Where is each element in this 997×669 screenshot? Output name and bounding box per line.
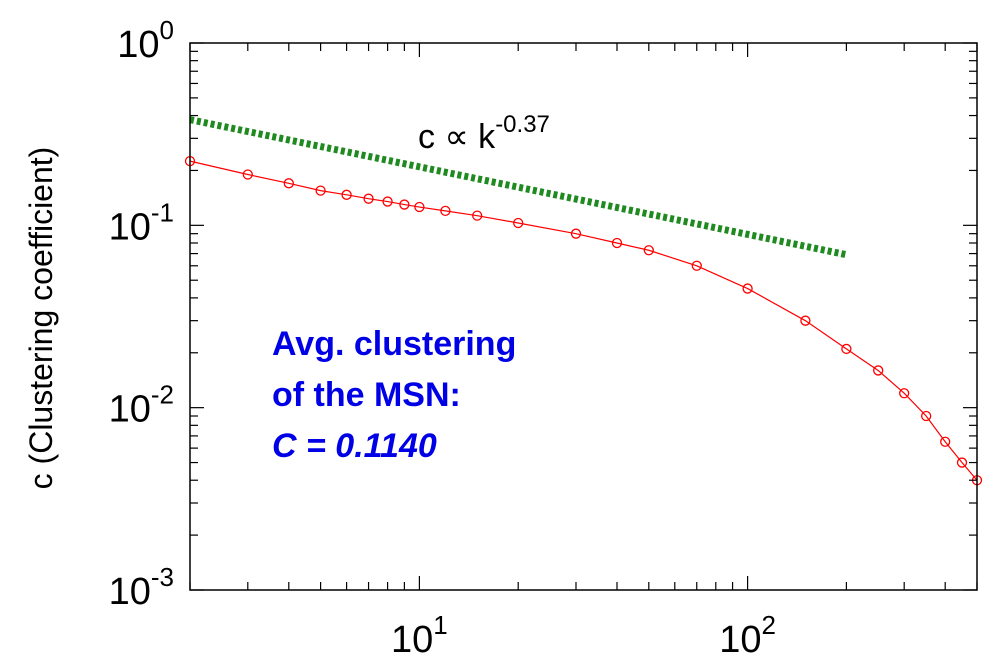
y-tick-label-3: 10-3 xyxy=(109,562,174,613)
data-point-11 xyxy=(513,217,524,229)
data-point-5 xyxy=(363,193,374,204)
data-point-7 xyxy=(399,199,410,210)
y-tick-label-exponent: -2 xyxy=(151,380,174,410)
data-point-12 xyxy=(570,228,582,239)
y-tick-label-base: 10 xyxy=(109,571,151,613)
fit-label-exponent: -0.37 xyxy=(495,111,550,138)
ticks-layer xyxy=(189,42,978,591)
x-tick-label-exponent: 1 xyxy=(433,610,447,640)
data-point-23 xyxy=(956,457,968,468)
y-tick-label-base: 10 xyxy=(109,206,151,248)
y-tick-label-exponent: -3 xyxy=(151,562,174,592)
data-point-18 xyxy=(841,343,852,355)
data-point-22 xyxy=(940,436,951,447)
y-tick-label-exponent: 0 xyxy=(160,15,174,45)
data-point-19 xyxy=(873,365,884,376)
data-layer xyxy=(184,116,983,486)
x-tick-label-base: 10 xyxy=(719,619,761,661)
fit-label: c ∝ k-0.37 xyxy=(418,111,550,156)
y-tick-label-base: 10 xyxy=(109,389,151,431)
y-tick-label-base: 10 xyxy=(117,24,159,66)
data-point-13 xyxy=(611,237,623,249)
data-point-3 xyxy=(315,185,326,196)
annotation-line-1: Avg. clustering xyxy=(272,325,516,363)
data-point-2 xyxy=(283,178,294,189)
annotation-line-3: C = 0.1140 xyxy=(272,427,437,465)
plot-frame xyxy=(189,42,978,591)
data-point-10 xyxy=(472,210,483,221)
y-tick-label-0: 100 xyxy=(117,15,174,66)
data-point-1 xyxy=(242,169,253,180)
fit-label-base: c ∝ k xyxy=(418,118,496,156)
y-axis-label: c (Clustering coefficient) xyxy=(23,147,59,490)
data-point-6 xyxy=(382,196,393,207)
x-tick-label-0: 101 xyxy=(391,610,448,661)
data-point-14 xyxy=(643,245,654,256)
x-tick-label-1: 102 xyxy=(719,610,776,661)
data-point-20 xyxy=(899,388,910,399)
annotation-line-2: of the MSN: xyxy=(272,376,461,414)
data-point-9 xyxy=(440,205,451,217)
x-tick-label-base: 10 xyxy=(391,619,433,661)
data-point-4 xyxy=(341,189,352,200)
x-tick-label-exponent: 2 xyxy=(762,610,776,640)
data-point-15 xyxy=(691,260,702,271)
y-tick-label-exponent: -1 xyxy=(151,197,174,227)
data-point-21 xyxy=(921,410,932,422)
y-tick-label-2: 10-2 xyxy=(109,380,174,431)
series-line xyxy=(189,160,978,481)
data-point-8 xyxy=(414,201,425,213)
data-point-16 xyxy=(742,283,753,294)
y-tick-label-1: 10-1 xyxy=(109,197,174,248)
data-point-17 xyxy=(800,315,811,326)
